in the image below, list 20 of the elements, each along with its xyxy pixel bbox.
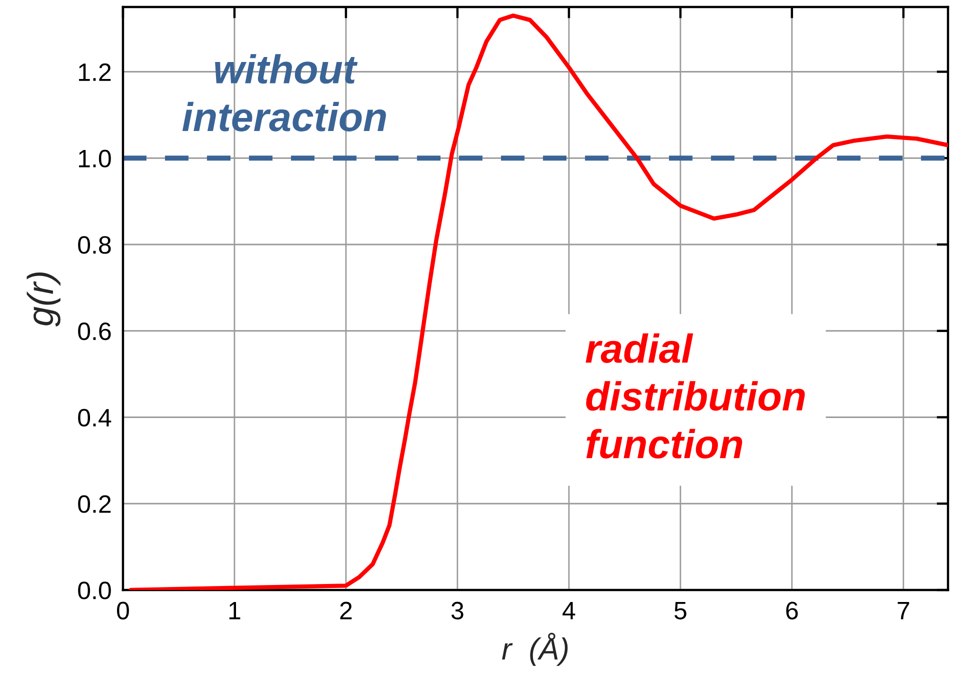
y-axis-title: g(r) (26, 272, 60, 326)
y-tick-label: 0.6 (78, 322, 111, 340)
y-tick-label: 0.4 (78, 408, 112, 427)
y-tick-label: 0.2 (78, 495, 111, 513)
x-tick-label: 1 (229, 602, 240, 620)
ref-line-label: without interaction (182, 54, 386, 132)
x-axis-title: r (Å) (502, 632, 568, 666)
x-tick-label: 0 (117, 602, 129, 620)
y-tick-label: 1.0 (79, 150, 111, 168)
y-tick-label: 0.8 (78, 236, 111, 254)
text: radial distribution function (586, 333, 805, 459)
x-tick-label: 7 (898, 602, 910, 620)
line-series (128, 14, 948, 590)
x-tick-label: 2 (340, 602, 352, 620)
x-tick-label: 4 (562, 602, 576, 620)
y-tick-label: 1.2 (79, 63, 111, 81)
x-tick-label: 5 (674, 602, 686, 620)
x-tick-label: 6 (786, 602, 798, 620)
x-tick-label: 3 (451, 602, 464, 620)
y-tick-label: 0.0 (78, 582, 111, 600)
